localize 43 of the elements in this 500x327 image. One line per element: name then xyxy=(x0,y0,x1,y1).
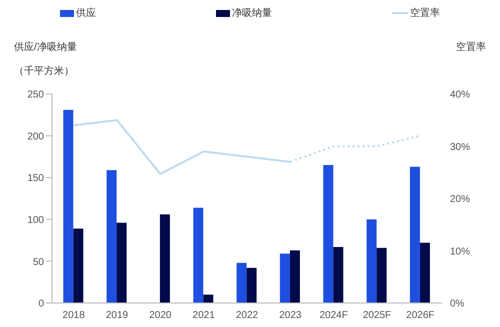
x-tick-label: 2019 xyxy=(106,310,129,322)
bar xyxy=(160,214,170,303)
bar xyxy=(366,219,377,303)
bar xyxy=(106,170,117,303)
bar xyxy=(420,242,430,303)
bar xyxy=(116,222,127,303)
y-tick-label: 200 xyxy=(27,131,44,142)
legend-label: 空置率 xyxy=(410,6,440,20)
y-tick-label: 50 xyxy=(32,256,44,268)
bar xyxy=(63,110,74,303)
x-tick-label: 2024F xyxy=(319,310,348,322)
y2-tick-label: 0% xyxy=(450,298,465,310)
bar xyxy=(246,268,257,303)
bar xyxy=(280,254,290,303)
text: （千平方米） xyxy=(14,64,75,79)
x-tick-label: 2026F xyxy=(406,310,435,322)
x-tick-label: 2022 xyxy=(236,310,259,322)
y2-tick-label: 10% xyxy=(450,246,470,258)
y2-tick-label: 20% xyxy=(450,194,470,206)
bar xyxy=(376,248,387,303)
x-tick-label: 2023 xyxy=(279,310,302,322)
x-tick-label: 2018 xyxy=(62,310,86,322)
y-axis-title: 供应/净吸纳量 xyxy=(14,40,77,55)
x-tick-label: 2025F xyxy=(362,310,392,322)
y2-tick-label: 40% xyxy=(450,90,470,101)
y-tick-label: 0 xyxy=(38,298,44,310)
bar xyxy=(203,294,214,303)
bar xyxy=(73,228,84,303)
bar xyxy=(323,165,334,303)
x-tick-label: 2021 xyxy=(192,310,216,322)
y-tick-label: 100 xyxy=(27,214,44,226)
y-tick-label: 150 xyxy=(27,173,44,184)
legend-label: 供应 xyxy=(76,6,96,20)
bar xyxy=(193,208,204,303)
bar xyxy=(410,166,420,303)
bar xyxy=(290,250,300,303)
y-tick-label: 250 xyxy=(27,90,44,101)
x-tick-label: 2020 xyxy=(149,310,172,322)
legend-label: 净吸纳量 xyxy=(232,7,272,20)
bar xyxy=(236,262,247,303)
bar xyxy=(333,246,344,303)
y2-axis-title: 空置率 xyxy=(456,40,486,55)
y2-tick-label: 30% xyxy=(450,142,470,153)
